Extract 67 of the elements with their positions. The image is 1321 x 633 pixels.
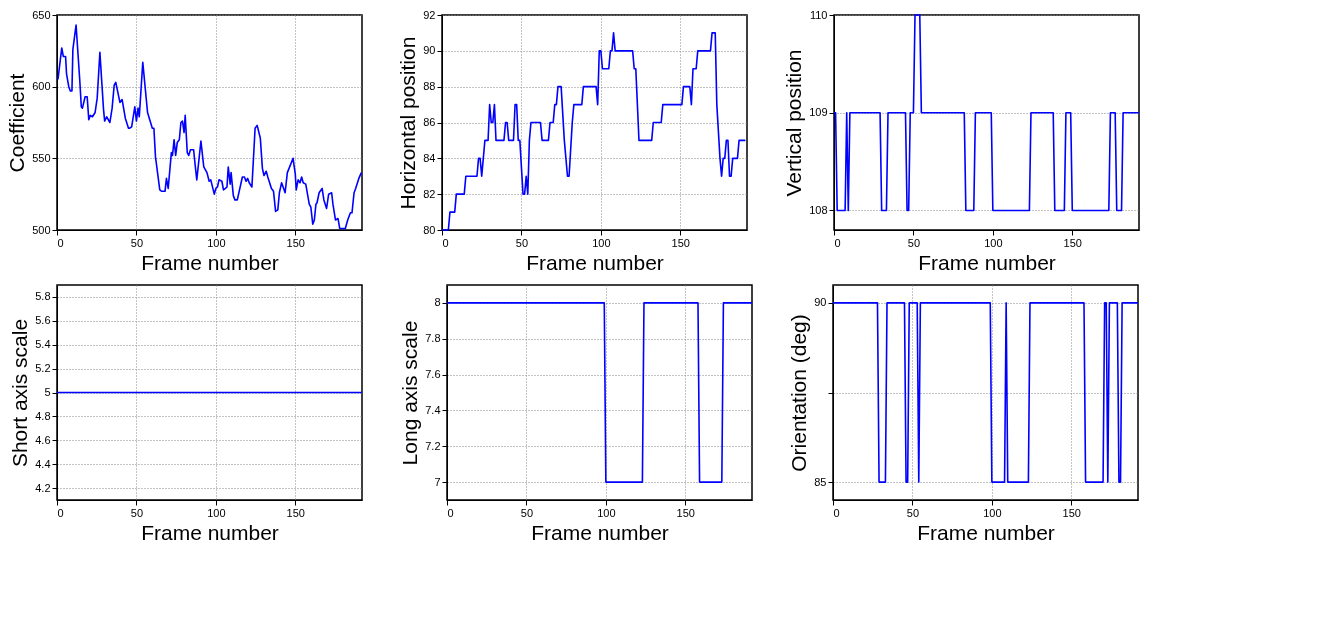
x-tick-label: 50	[520, 506, 534, 519]
y-tick-label: 4.4	[35, 457, 51, 470]
y-tick-label: 7	[434, 475, 441, 488]
y-tick-label: 88	[423, 80, 436, 93]
x-axis-title: Frame number	[531, 520, 669, 544]
y-tick-label: 90	[814, 296, 827, 309]
y-tick-label: 92	[423, 8, 436, 21]
x-tick-label: 50	[130, 236, 144, 249]
y-tick-label: 86	[423, 116, 436, 128]
x-tick-label: 100	[983, 506, 1002, 519]
x-tick-label: 50	[906, 506, 920, 519]
x-tick-label: 0	[447, 506, 454, 519]
x-tick-label: 100	[207, 236, 226, 249]
y-axis-title: Orientation (deg)	[787, 314, 811, 472]
x-axis-title: Frame number	[918, 250, 1056, 274]
x-tick-label: 0	[833, 506, 840, 519]
x-tick-label: 100	[597, 506, 616, 519]
y-tick-label: 90	[423, 44, 436, 57]
x-tick-label: 0	[57, 236, 64, 249]
x-tick-label: 50	[907, 236, 921, 249]
y-tick-label: 5.2	[35, 362, 51, 375]
x-tick-label: 50	[130, 506, 144, 519]
x-axis-title: Frame number	[526, 250, 664, 274]
x-tick-label: 150	[676, 506, 695, 519]
y-tick-label: 8	[434, 296, 441, 309]
x-axis-title: Frame number	[141, 250, 279, 274]
x-tick-label: 100	[207, 506, 226, 519]
x-tick-label: 0	[57, 506, 64, 519]
y-axis-title: Long axis scale	[398, 320, 422, 466]
y-axis-title: Horizontal position	[396, 36, 420, 210]
y-tick-label: 7.2	[425, 439, 441, 452]
y-tick-label: 82	[423, 187, 436, 200]
y-tick-label: 108	[809, 203, 828, 216]
x-tick-label: 150	[1062, 506, 1081, 519]
y-tick-label: 600	[32, 80, 51, 93]
y-tick-label: 5	[44, 386, 51, 398]
x-axis-title: Frame number	[917, 520, 1055, 544]
y-tick-label: 110	[809, 8, 828, 21]
y-tick-label: 7.8	[425, 332, 441, 345]
x-tick-label: 100	[592, 236, 611, 249]
y-axis-title: Vertical position	[782, 49, 806, 197]
x-tick-label: 150	[671, 236, 690, 249]
x-axis-title: Frame number	[141, 520, 279, 544]
y-tick-label: 5.6	[35, 314, 51, 327]
y-tick-label: 85	[814, 475, 827, 488]
y-axis-title: Short axis scale	[8, 318, 32, 468]
x-tick-label: 0	[834, 236, 841, 249]
x-tick-label: 100	[984, 236, 1003, 249]
y-tick-label: 109	[809, 106, 828, 119]
y-axis-title: Coefficient	[5, 73, 29, 173]
y-tick-label: 7.4	[425, 403, 441, 416]
y-tick-label: 500	[32, 223, 51, 236]
y-tick-label: 5.8	[35, 290, 51, 303]
y-tick-label: 7.6	[425, 368, 441, 381]
y-tick-label: 80	[423, 223, 436, 236]
y-tick-label: 4.2	[35, 481, 51, 494]
x-tick-label: 150	[286, 236, 305, 249]
y-tick-label: 4.8	[35, 409, 51, 422]
x-tick-label: 150	[286, 506, 305, 519]
x-tick-label: 0	[442, 236, 449, 249]
y-tick-label: 4.6	[35, 433, 51, 446]
x-tick-label: 150	[1063, 236, 1082, 249]
y-tick-label: 5.4	[35, 338, 51, 351]
x-tick-label: 50	[515, 236, 529, 249]
y-tick-label: 550	[32, 151, 51, 164]
y-tick-label: 650	[32, 8, 51, 21]
y-tick-label: 84	[423, 151, 436, 164]
